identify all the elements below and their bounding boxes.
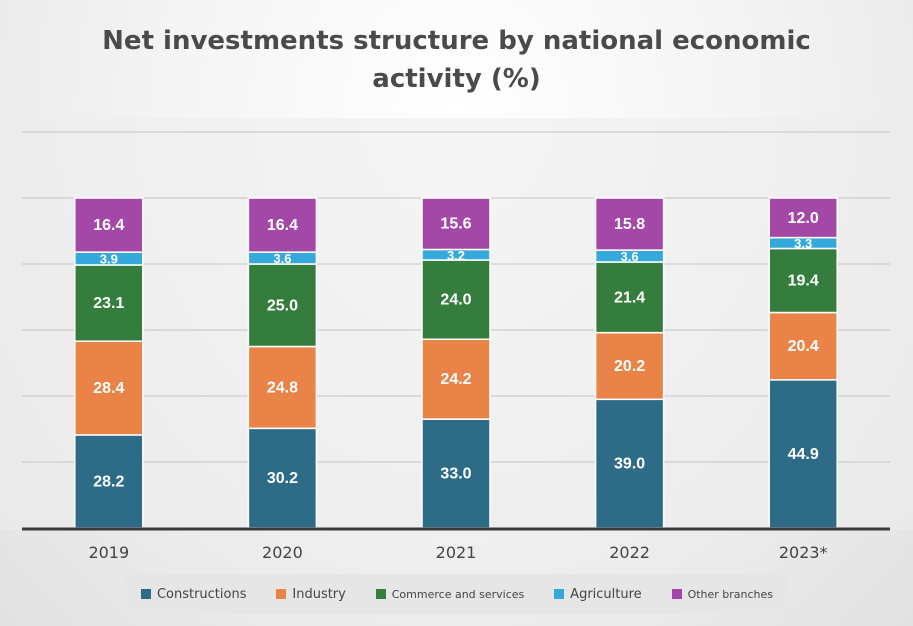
bar-segment-other-branches-2020 bbox=[247, 197, 318, 253]
data-label: 3.9 bbox=[100, 252, 118, 267]
bar-segment-commerce-and-services-2023 bbox=[768, 247, 838, 314]
legend-item: Other branches bbox=[671, 587, 774, 601]
data-label: 24.2 bbox=[440, 371, 471, 388]
data-label: 3.6 bbox=[621, 249, 639, 264]
bar-segment-other-branches-2022 bbox=[594, 197, 665, 251]
data-label: 28.4 bbox=[93, 380, 124, 397]
legend-label: Commerce and services bbox=[391, 587, 525, 601]
data-label: 16.4 bbox=[93, 217, 124, 234]
data-label: 28.2 bbox=[93, 473, 124, 490]
legend-swatch bbox=[671, 589, 682, 599]
data-label: 33.0 bbox=[440, 466, 471, 483]
data-label: 16.4 bbox=[267, 217, 298, 234]
x-tick-label: 2019 bbox=[88, 543, 129, 562]
data-label: 19.4 bbox=[788, 273, 819, 290]
legend-label: Constructions bbox=[156, 586, 247, 602]
bar-segment-commerce-and-services-2021 bbox=[421, 259, 491, 340]
data-label: 12.0 bbox=[788, 210, 819, 227]
bar-segment-industry-2019 bbox=[74, 340, 144, 436]
bar-segment-industry-2021 bbox=[421, 338, 491, 420]
data-label: 20.2 bbox=[614, 358, 645, 375]
bar-segment-commerce-and-services-2019 bbox=[74, 264, 144, 342]
chart-title: Net investments structure by national ec… bbox=[0, 22, 913, 98]
legend-swatch bbox=[276, 589, 287, 599]
bar-segment-industry-2022 bbox=[594, 331, 665, 401]
data-label: 30.2 bbox=[267, 470, 298, 487]
data-label: 23.1 bbox=[93, 295, 124, 312]
bar-segment-constructions-2019 bbox=[74, 434, 144, 529]
legend-item: Commerce and services bbox=[375, 587, 525, 601]
data-label: 25.0 bbox=[267, 297, 298, 314]
bar-segment-other-branches-2021 bbox=[421, 197, 491, 251]
x-tick-label: 2022 bbox=[609, 543, 650, 562]
bar-segment-other-branches-2023 bbox=[768, 197, 838, 239]
bar-segment-constructions-2021 bbox=[421, 418, 491, 529]
legend-item: Industry bbox=[276, 586, 346, 602]
data-label: 3.2 bbox=[447, 248, 465, 263]
chart-title-line-1: Net investments structure by national ec… bbox=[102, 26, 811, 56]
bar-segment-industry-2020 bbox=[247, 345, 318, 430]
chart-legend: Constructions Industry Commerce and servic… bbox=[126, 574, 788, 614]
data-label: 21.4 bbox=[614, 289, 645, 306]
legend-swatch bbox=[375, 589, 386, 599]
data-label: 15.6 bbox=[440, 216, 471, 233]
legend-item: Agriculture bbox=[554, 587, 642, 602]
data-label: 44.9 bbox=[788, 446, 819, 463]
chart-title-line-2: activity (%) bbox=[372, 64, 541, 94]
legend-item: Constructions bbox=[140, 586, 247, 602]
legend-swatch bbox=[554, 589, 565, 599]
x-tick-label: 2023* bbox=[779, 543, 828, 562]
bar-segment-constructions-2023 bbox=[768, 379, 838, 529]
data-label: 39.0 bbox=[614, 456, 645, 473]
data-label: 3.6 bbox=[273, 251, 291, 266]
legend-swatch bbox=[140, 589, 151, 599]
stacked-bar-chart: 28.2 28.4 23.1 3.9 16.4 2019 30.2 24.8 25.0 3.6 16… bbox=[0, 118, 913, 562]
legend-label: Industry bbox=[292, 586, 346, 602]
x-tick-label: 2021 bbox=[436, 543, 477, 562]
data-label: 24.8 bbox=[267, 379, 298, 396]
data-label: 15.8 bbox=[614, 216, 645, 233]
legend-label: Agriculture bbox=[570, 586, 642, 602]
bar-segment-constructions-2020 bbox=[247, 427, 318, 529]
bar-segment-constructions-2022 bbox=[594, 398, 665, 529]
x-tick-label: 2020 bbox=[262, 543, 303, 562]
bar-segment-commerce-and-services-2020 bbox=[247, 263, 318, 348]
data-label: 24.0 bbox=[440, 292, 471, 309]
legend-label: Other branches bbox=[687, 587, 774, 601]
data-label: 20.4 bbox=[788, 338, 819, 355]
bar-segment-other-branches-2019 bbox=[74, 197, 144, 253]
data-label: 3.3 bbox=[794, 236, 812, 251]
